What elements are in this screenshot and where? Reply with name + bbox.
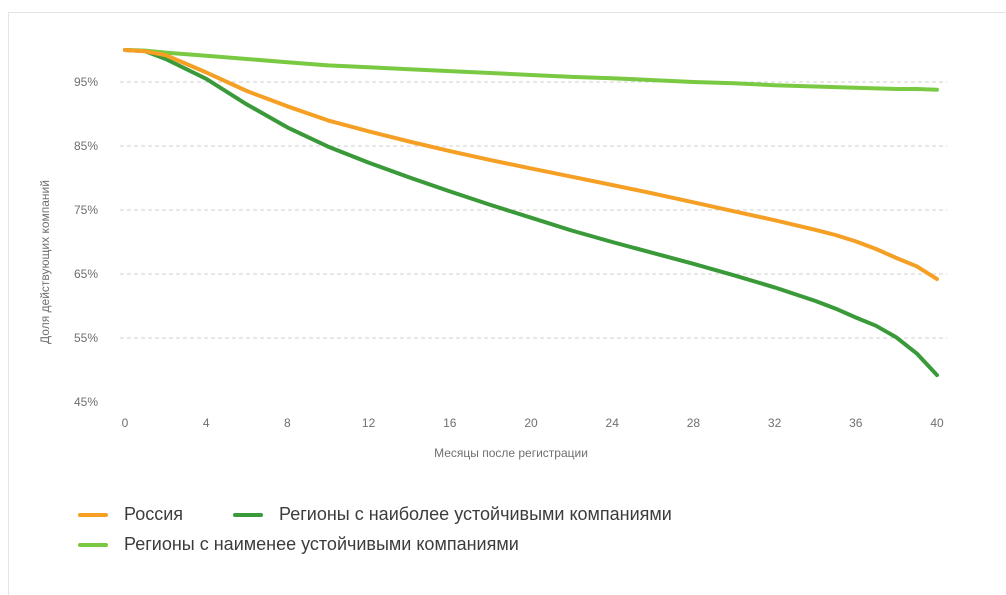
x-tick-label: 8 <box>284 416 291 430</box>
x-tick-label: 0 <box>122 416 129 430</box>
x-tick-label: 20 <box>524 416 538 430</box>
x-tick-label: 40 <box>930 416 944 430</box>
y-tick-label: 65% <box>74 267 98 281</box>
x-tick-label: 36 <box>849 416 863 430</box>
y-tick-label: 45% <box>74 395 98 409</box>
series-line-2 <box>123 48 939 378</box>
x-tick-label: 12 <box>362 416 376 430</box>
legend-swatch <box>78 542 108 547</box>
x-tick-label: 4 <box>203 416 210 430</box>
legend-item: Регионы с наиболее устойчивыми компаниям… <box>233 504 672 525</box>
legend-label: Россия <box>124 504 184 524</box>
x-axis-title: Месяцы после регистрации <box>434 446 588 460</box>
legend-item: Регионы с наименее устойчивыми компаниям… <box>78 534 519 555</box>
x-tick-label: 24 <box>606 416 620 430</box>
legend-label: Регионы с наименее устойчивыми компаниям… <box>124 534 519 554</box>
legend-label: Регионы с наиболее устойчивыми компаниям… <box>279 504 672 524</box>
x-tick-label: 32 <box>768 416 782 430</box>
x-tick-label: 28 <box>687 416 701 430</box>
y-tick-label: 85% <box>74 139 98 153</box>
legend-swatch <box>78 512 108 517</box>
y-axis-title: Доля действующих компаний <box>38 180 52 344</box>
line-chart: 45% 55% 65% 75% 85% 95% 0 4 8 12 16 20 24 28 32 36 40 М… <box>38 48 947 460</box>
x-tick-label: 16 <box>443 416 457 430</box>
y-tick-label: 55% <box>74 331 98 345</box>
y-tick-label: 75% <box>74 203 98 217</box>
series-line-1 <box>123 48 939 282</box>
legend-item: Россия <box>78 504 183 525</box>
chart-frame <box>8 12 1006 595</box>
series-line-3 <box>123 48 939 92</box>
legend: Россия Регионы с наиболее устойчивыми ком… <box>78 504 978 564</box>
series-layer <box>123 48 939 378</box>
y-tick-label: 95% <box>74 75 98 89</box>
legend-swatch <box>233 512 263 517</box>
grid-layer <box>120 81 947 339</box>
y-tick-labels: 45% 55% 65% 75% 85% 95% <box>74 75 98 409</box>
x-tick-labels: 0 4 8 12 16 20 24 28 32 36 40 <box>122 416 944 430</box>
